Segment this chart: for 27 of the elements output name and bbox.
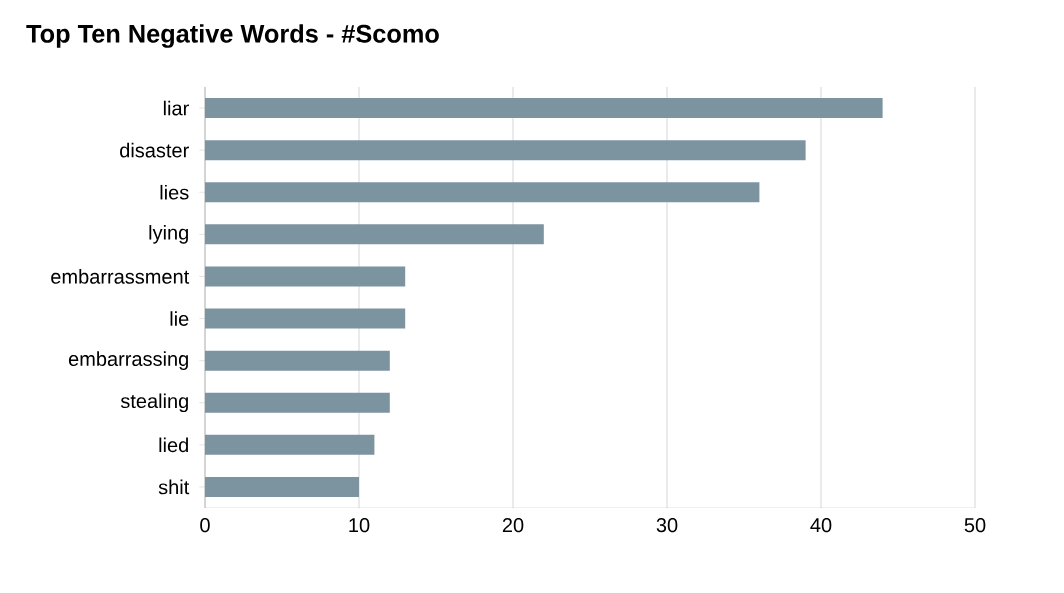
bar [205, 140, 806, 161]
y-tick-label: lied [159, 437, 188, 453]
x-tick-label: 40 [810, 518, 832, 533]
bar [205, 392, 390, 413]
y-tick-label: lies [160, 184, 189, 200]
x-tick-label: 50 [964, 518, 986, 533]
y-tick-label: disaster [120, 142, 189, 158]
bar [205, 434, 375, 455]
y-tick-label: shit [158, 479, 190, 495]
bar [205, 224, 544, 245]
y-tick-label: embarrassment [51, 269, 190, 284]
x-tick-label: 10 [349, 518, 370, 533]
bar [205, 98, 883, 119]
bar [205, 266, 406, 287]
y-tick-label: stealing [120, 393, 188, 413]
bar [205, 476, 359, 497]
y-tick-label: embarrassing [68, 351, 188, 370]
y-tick-label: lying [149, 225, 188, 244]
x-tick-label: 0 [200, 518, 210, 533]
y-tick-label: liar [163, 100, 189, 116]
bar [205, 182, 760, 203]
x-tick-label: 30 [656, 518, 678, 533]
chart-title: Top Ten Negative Words - #Scomo [26, 24, 439, 48]
bar [205, 350, 390, 371]
bar [205, 308, 406, 329]
y-tick-label: lie [170, 311, 189, 326]
x-tick-label: 20 [502, 518, 524, 533]
